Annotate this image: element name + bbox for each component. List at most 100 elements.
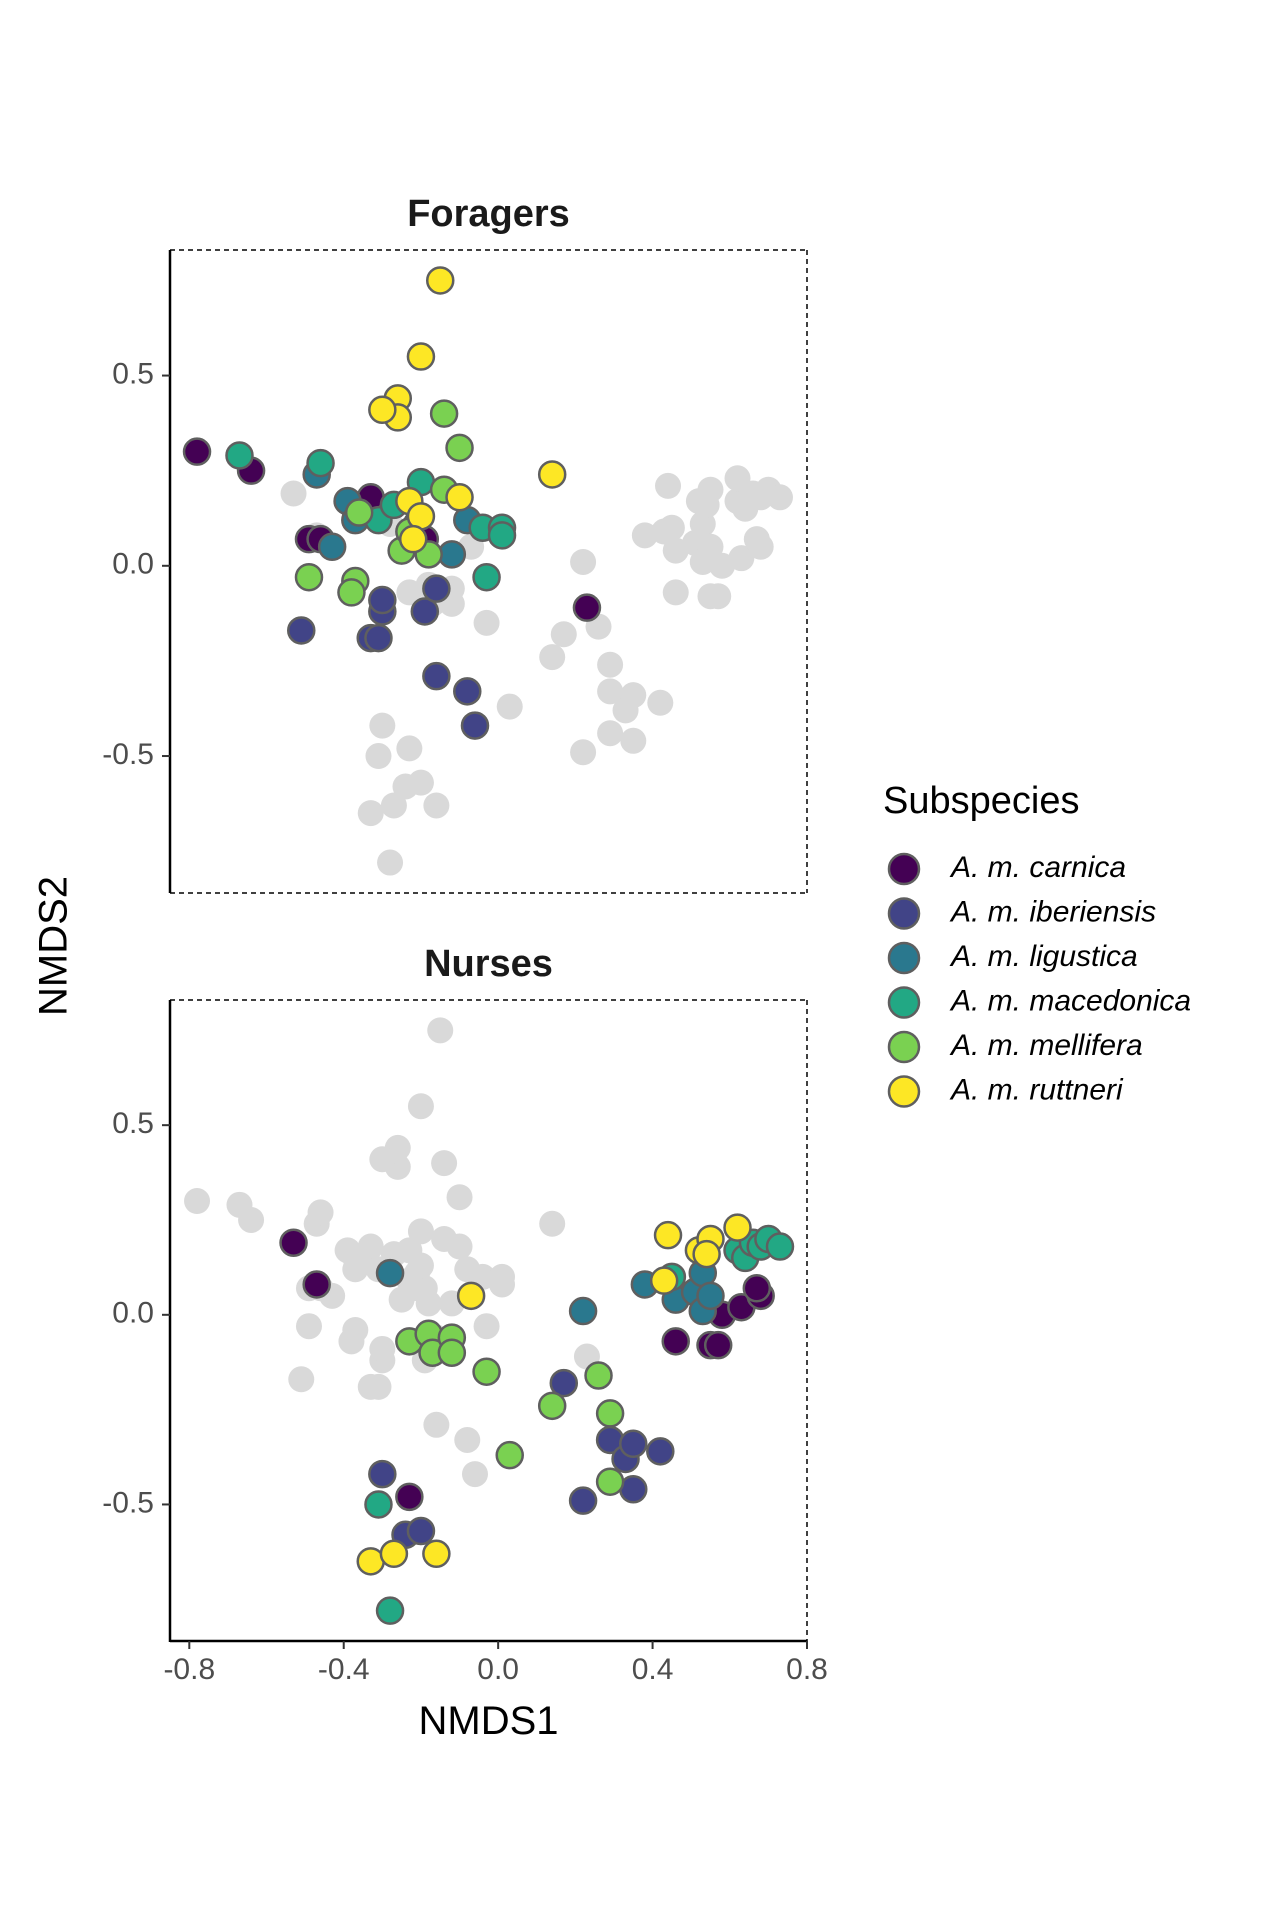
background-point [728, 545, 755, 572]
point-a-m-mellifera [472, 1357, 501, 1386]
point-a-m-macedonica [225, 441, 254, 470]
point-a-m-ruttneri [368, 395, 397, 425]
point-a-m-carnica [279, 1228, 308, 1257]
point-a-m-mellifera [445, 433, 474, 463]
point-a-m-iberiensis [453, 677, 482, 706]
highlight-points-nurses [279, 1213, 795, 1625]
background-point [697, 533, 724, 560]
legend-item-a-m-iberiensis: A. m. iberiensis [887, 895, 1156, 930]
background-point [407, 1218, 434, 1245]
axes-layer: -0.5 0.0 0.5 -0.5 0.0 0.5 -0.8 -0.4 0.0 0.4 0.8 NMD… [32, 250, 828, 1743]
background-point [693, 491, 720, 518]
background-point [473, 1313, 500, 1340]
y-tick-label: -0.5 [102, 1486, 154, 1519]
background-point [461, 1461, 488, 1488]
legend-item-a-m-mellifera: A. m. mellifera [887, 1029, 1143, 1064]
panel-foragers: Foragers [170, 193, 808, 894]
point-a-m-ruttneri [379, 1539, 409, 1569]
background-point [295, 1313, 322, 1340]
point-a-m-ruttneri [653, 1220, 683, 1250]
point-a-m-mellifera [344, 498, 374, 527]
point-a-m-carnica [661, 1327, 690, 1356]
point-a-m-carnica [572, 593, 602, 622]
background-point [407, 1252, 434, 1279]
y-axis-title: NMDS2 [32, 876, 76, 1016]
x-tick-label: -0.4 [318, 1653, 370, 1686]
point-a-m-iberiensis [619, 1429, 648, 1459]
panel-nurses: Nurses [170, 943, 808, 1641]
legend-item-a-m-carnica: A. m. carnica [887, 851, 1126, 886]
legend-title: Subspecies [883, 780, 1079, 822]
background-point [570, 739, 597, 766]
point-a-m-mellifera [495, 1440, 524, 1470]
background-point [766, 484, 793, 511]
background-point [570, 548, 597, 575]
background-point [597, 651, 624, 678]
point-a-m-iberiensis [460, 711, 490, 740]
x-tick-label: 0.0 [477, 1653, 519, 1686]
point-a-m-ligustica [568, 1296, 598, 1326]
background-point [620, 727, 647, 754]
point-a-m-mellifera [429, 399, 459, 428]
legend-swatch [887, 897, 921, 930]
point-a-m-ligustica [696, 1281, 725, 1311]
legend: Subspecies A. m. carnica A. m. iberiensis A… [883, 780, 1191, 1108]
background-point [407, 769, 434, 796]
point-a-m-macedonica [364, 1490, 393, 1519]
legend-label: A. m. iberiensis [949, 895, 1156, 928]
legend-item-a-m-ruttneri: A. m. ruttneri [887, 1073, 1124, 1108]
legend-label: A. m. carnica [949, 851, 1126, 884]
point-a-m-iberiensis [422, 661, 451, 691]
panels-layer: Foragers Nurses [170, 193, 808, 1641]
point-a-m-ligustica [375, 1258, 405, 1288]
background-point [380, 792, 407, 819]
point-a-m-iberiensis [646, 1437, 675, 1466]
legend-item-a-m-macedonica: A. m. macedonica [887, 984, 1191, 1019]
background-point [184, 1188, 211, 1215]
point-a-m-ligustica [317, 532, 347, 562]
point-a-m-mellifera [595, 1467, 625, 1496]
point-a-m-mellifera [584, 1361, 613, 1390]
background-point [651, 518, 678, 545]
y-tick-label: -0.5 [102, 738, 154, 771]
point-a-m-iberiensis [568, 1486, 598, 1515]
background-point [338, 1328, 365, 1355]
background-point [288, 1366, 315, 1393]
point-a-m-macedonica [487, 521, 517, 550]
background-point [396, 735, 423, 762]
background-point [620, 682, 647, 709]
point-a-m-iberiensis [368, 1459, 397, 1489]
point-a-m-carnica [302, 1270, 331, 1299]
point-a-m-ruttneri [406, 342, 436, 371]
background-point [365, 1373, 392, 1400]
legend-label: A. m. macedonica [949, 984, 1191, 1017]
background-point [454, 1426, 481, 1453]
legend-swatch [887, 941, 921, 975]
point-a-m-macedonica [306, 448, 335, 478]
background-point [597, 720, 624, 747]
point-a-m-carnica [395, 1482, 424, 1512]
background-point [307, 1199, 334, 1226]
background-point [597, 678, 624, 705]
x-tick-label: 0.8 [786, 1653, 828, 1686]
point-a-m-ruttneri [425, 266, 455, 295]
point-a-m-iberiensis [406, 1516, 436, 1546]
point-a-m-mellifera [437, 1338, 467, 1367]
point-a-m-mellifera [337, 578, 366, 607]
point-a-m-macedonica [472, 562, 501, 592]
background-point [631, 522, 658, 549]
background-point [550, 621, 577, 648]
point-a-m-iberiensis [364, 623, 393, 653]
legend-swatch [887, 986, 921, 1019]
legend-swatch [887, 1030, 921, 1064]
background-point [431, 1150, 458, 1177]
point-a-m-ruttneri [692, 1239, 721, 1269]
point-a-m-iberiensis [549, 1368, 579, 1398]
background-point [377, 849, 404, 876]
background-point [369, 1146, 396, 1173]
background-point [489, 1271, 516, 1298]
point-a-m-ruttneri [422, 1539, 451, 1569]
point-a-m-iberiensis [422, 574, 451, 603]
